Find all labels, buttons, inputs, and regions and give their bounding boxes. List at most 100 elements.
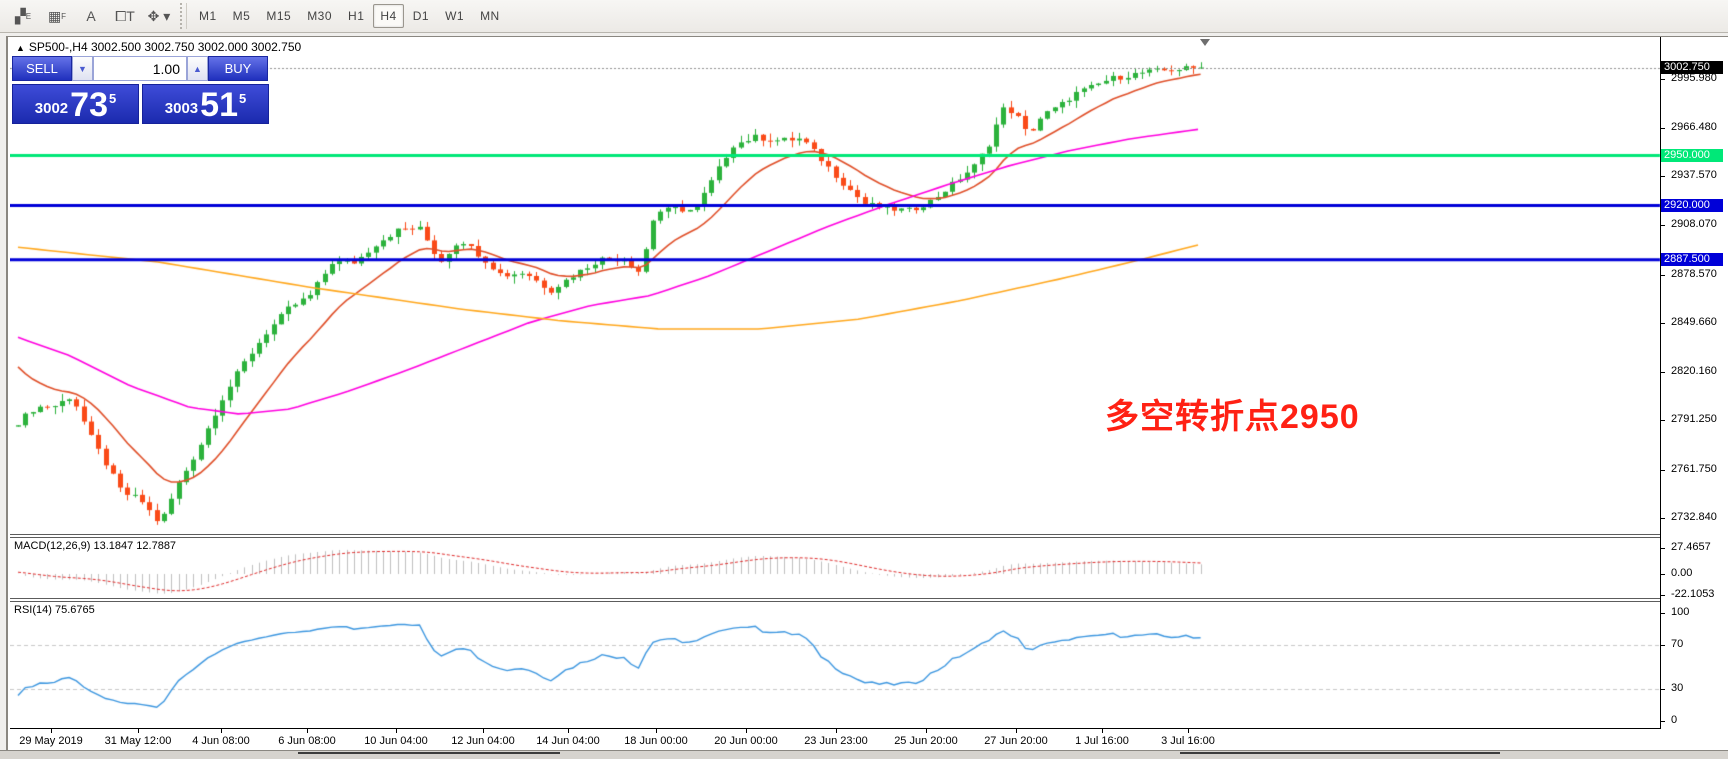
text-box-icon-glyph: ⧠T (115, 7, 135, 24)
text-a-icon-glyph: A (86, 8, 96, 24)
time-tick-label: 6 Jun 08:00 (278, 735, 336, 747)
sell-price-display[interactable]: 3002 73 5 (12, 84, 139, 124)
axis-tick-mark (1661, 688, 1665, 690)
buy-price-fraction: 5 (238, 91, 247, 106)
time-tick-mark (1102, 729, 1103, 733)
symbol-up-triangle-icon: ▲ (16, 43, 25, 53)
macd-axis-label: 0.00 (1671, 567, 1693, 579)
main-chart-canvas[interactable] (10, 38, 1662, 535)
macd-axis-label: -22.1053 (1671, 587, 1715, 600)
chart-shift-marker-icon[interactable] (1200, 39, 1210, 46)
time-tick-mark (836, 729, 837, 733)
bar-chart-e-icon[interactable]: ▞ E (8, 3, 38, 29)
pane-divider-macd[interactable] (10, 534, 1660, 538)
bar-chart-e-icon-glyph: ▞ (14, 7, 26, 24)
current-price-badge: 3002.750 (1661, 60, 1723, 74)
price-axis-border (1660, 37, 1661, 728)
volume-up-button[interactable]: ▲ (187, 56, 208, 81)
buy-price-display[interactable]: 3003 51 5 (142, 84, 269, 124)
price-tick-label: 2820.160 (1671, 365, 1717, 378)
sell-price-pips: 73 (70, 86, 108, 124)
grid-f-icon[interactable]: ▦ F (42, 3, 72, 29)
time-tick-mark (568, 729, 569, 733)
chart-text-annotation[interactable]: 多空转折点2950 (1105, 398, 1360, 436)
timeframe-button-mn[interactable]: MN (480, 9, 500, 23)
price-tick-label: 2995.980 (1671, 71, 1717, 84)
timeframe-button-m15[interactable]: M15 (266, 9, 292, 23)
axis-tick-mark (1661, 721, 1665, 722)
timeframe-button-w1[interactable]: W1 (445, 9, 465, 23)
toolbar: ▞ E ▦ F A ⧠T ✥ ▾ M1 M5 M15 M30 H1 H4 D1 W1 MN (0, 0, 1728, 33)
timeframe-button-m5[interactable]: M5 (232, 9, 251, 23)
macd-panel-canvas[interactable] (10, 538, 1662, 598)
time-tick-label: 31 May 12:00 (104, 735, 172, 747)
time-tick-mark (396, 729, 397, 733)
price-tick-label: 2937.570 (1671, 169, 1717, 182)
time-tick-label: 3 Jul 16:00 (1161, 735, 1215, 747)
toolbar-separator (180, 3, 187, 29)
buy-price-main: 3003 (164, 100, 199, 117)
axis-tick-mark (1661, 594, 1665, 596)
chevron-up-icon: ▲ (193, 63, 202, 74)
text-a-icon[interactable]: A (76, 3, 106, 29)
axis-tick-mark (1661, 372, 1665, 374)
time-tick-label: 20 Jun 00:00 (714, 735, 778, 747)
time-tick-label: 27 Jun 20:00 (984, 735, 1048, 747)
toolbar-icon-group: ▞ E ▦ F A ⧠T ✥ ▾ (6, 3, 176, 29)
sell-price-main: 3002 (34, 100, 69, 117)
rsi-indicator-label: RSI(14) 75.6765 (14, 604, 95, 616)
cursor-arrows-icon[interactable]: ✥ ▾ (144, 3, 174, 29)
timeframe-group: M1 M5 M15 M30 H1 H4 D1 W1 MN (191, 4, 508, 28)
axis-tick-mark (1661, 78, 1665, 80)
bar-chart-e-icon-sub: E (25, 11, 32, 21)
axis-tick-mark (1661, 225, 1665, 227)
ohlc-text: SP500-,H4 3002.500 3002.750 3002.000 300… (28, 40, 302, 54)
time-tick-label: 10 Jun 04:00 (364, 735, 428, 747)
time-tick-label: 4 Jun 08:00 (192, 735, 250, 747)
cursor-arrows-icon-glyph: ✥ ▾ (147, 7, 171, 24)
timeframe-button-h1[interactable]: H1 (348, 9, 365, 23)
chart-window: ▲ SP500-,H4 3002.500 3002.750 3002.000 30… (6, 36, 1728, 750)
grid-f-icon-glyph: ▦ (47, 7, 62, 24)
time-tick-mark (483, 729, 484, 733)
time-tick-label: 25 Jun 20:00 (894, 735, 958, 747)
time-tick-label: 29 May 2019 (19, 735, 83, 747)
timeframe-button-m1[interactable]: M1 (199, 9, 217, 23)
sell-button[interactable]: SELL (12, 56, 72, 81)
axis-tick-mark (1661, 420, 1665, 422)
bottom-edge-segment (1180, 752, 1500, 754)
price-tick-label: 2791.250 (1671, 413, 1717, 426)
time-tick-label: 18 Jun 00:00 (624, 735, 688, 747)
axis-tick-mark (1661, 322, 1665, 324)
timeframe-button-m30[interactable]: M30 (307, 9, 333, 23)
time-tick-mark (746, 729, 747, 733)
time-tick-label: 1 Jul 16:00 (1075, 735, 1129, 747)
hline-price-badge: 2950.000 (1661, 148, 1723, 162)
ohlc-header: ▲ SP500-,H4 3002.500 3002.750 3002.000 30… (16, 40, 301, 54)
grid-f-icon-sub: F (61, 11, 67, 21)
text-box-icon[interactable]: ⧠T (110, 3, 140, 29)
axis-tick-mark (1661, 613, 1665, 614)
time-tick-mark (1016, 729, 1017, 733)
axis-tick-mark (1661, 574, 1665, 575)
pane-divider-rsi[interactable] (10, 598, 1660, 602)
macd-indicator-label: MACD(12,26,9) 13.1847 12.7887 (14, 540, 177, 552)
buy-button[interactable]: BUY (208, 56, 268, 81)
timeframe-button-d1[interactable]: D1 (412, 9, 430, 23)
timeframe-button-h4[interactable]: H4 (373, 4, 404, 28)
price-tick-label: 2878.570 (1671, 267, 1717, 280)
volume-down-button[interactable]: ▼ (72, 56, 93, 81)
bottom-edge-segment (298, 752, 560, 754)
axis-tick-mark (1661, 128, 1665, 130)
time-tick-mark (307, 729, 308, 733)
time-tick-label: 14 Jun 04:00 (536, 735, 600, 747)
volume-input[interactable] (93, 56, 187, 81)
bottom-window-edge (0, 750, 1728, 759)
time-tick-label: 23 Jun 23:00 (804, 735, 868, 747)
one-click-trade-panel: SELL ▼ ▲ BUY 3002 73 5 3003 51 5 (12, 56, 270, 124)
rsi-panel-canvas[interactable] (10, 602, 1662, 728)
time-tick-mark (138, 729, 139, 733)
axis-tick-mark (1661, 176, 1665, 178)
time-tick-mark (1188, 729, 1189, 733)
